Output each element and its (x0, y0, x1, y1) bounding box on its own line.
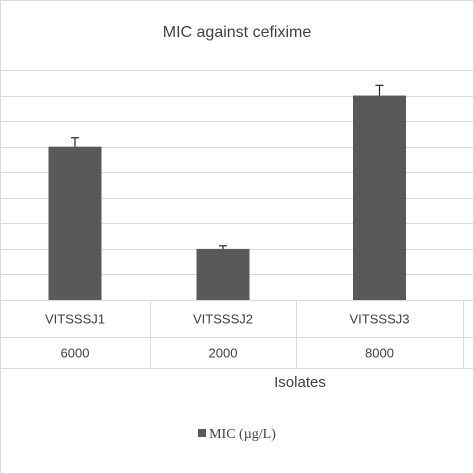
chart-title: MIC against cefixime (162, 24, 312, 41)
bar-vitsssj3 (353, 95, 406, 300)
bar-vitsssj2 (196, 248, 250, 300)
bar-vitsssj1 (48, 146, 102, 300)
legend-swatch (198, 429, 207, 437)
category-label: VITSSSJ3 (350, 312, 410, 327)
category-label: VITSSSJ2 (193, 312, 253, 327)
table-value-label: 8000 (365, 346, 394, 361)
x-axis-title: Isolates (274, 374, 326, 391)
category-label: VITSSSJ1 (45, 312, 105, 327)
legend: MIC (µg/L) (0, 427, 474, 443)
table-value-label: 2000 (209, 346, 238, 361)
legend-label: MIC (µg/L) (209, 427, 276, 442)
table-value-label: 6000 (61, 346, 90, 361)
